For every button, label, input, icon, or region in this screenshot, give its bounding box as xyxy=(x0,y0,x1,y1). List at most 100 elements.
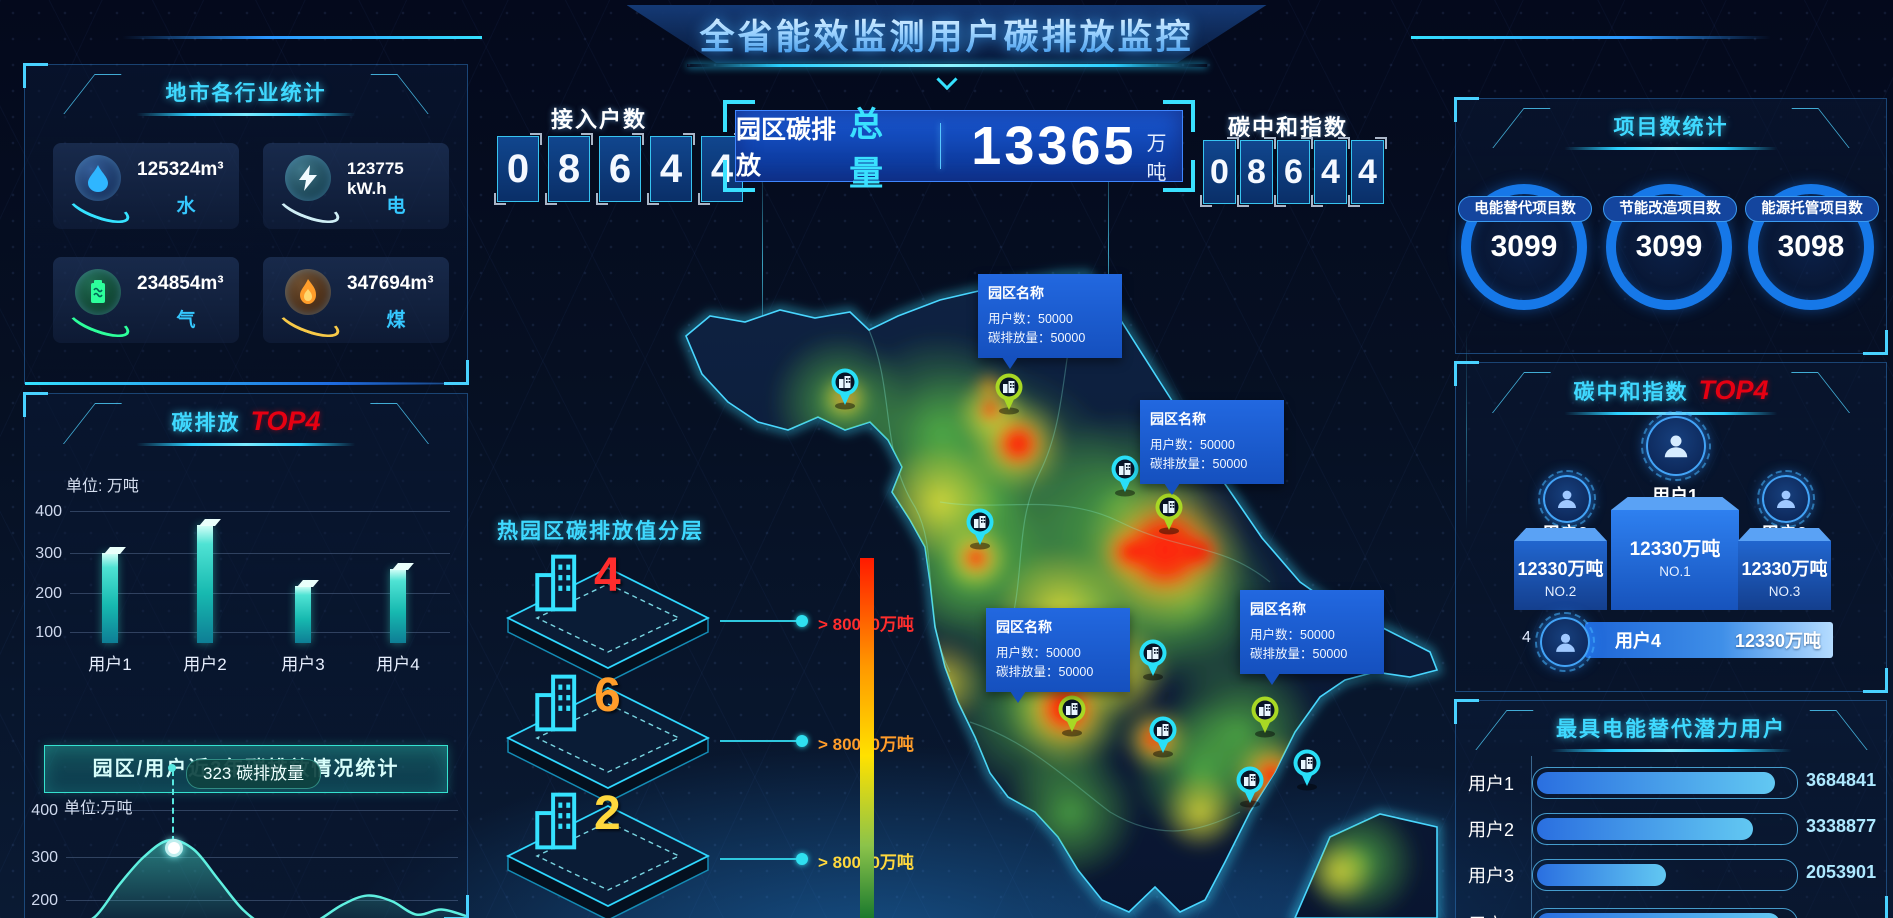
x-category: 用户2 xyxy=(183,655,227,674)
potential-row[interactable]: 用户2 3338877 xyxy=(1462,808,1882,850)
flame-icon xyxy=(285,269,331,315)
green-pin[interactable] xyxy=(995,373,1023,415)
cyan-pin[interactable] xyxy=(1236,766,1264,808)
bar-用户1[interactable] xyxy=(102,553,118,643)
layer-count: 6 xyxy=(594,669,621,722)
header-wing-left xyxy=(122,36,482,39)
layer-item-1[interactable]: 4 > 80000万吨 xyxy=(498,549,918,686)
map-tooltip-emission: 碳排放量：50000 xyxy=(1150,455,1274,474)
history-area-chart xyxy=(70,838,466,918)
map-tooltip-users: 用户数：50000 xyxy=(1150,436,1274,455)
panel-potential-header: 最具电能替代潜力用户 xyxy=(1474,708,1868,752)
layer-item-2[interactable]: 6 > 80000万吨 xyxy=(498,669,918,806)
project-pill: 能源托管项目数 xyxy=(1745,196,1879,222)
potential-row[interactable]: 用户1 3684841 xyxy=(1462,762,1882,804)
user-avatar xyxy=(1757,470,1815,528)
header-angle-line xyxy=(1808,710,1868,750)
map-tooltip-title: 园区名称 xyxy=(988,285,1044,301)
potential-bar-outline xyxy=(1532,908,1798,918)
gas-value: 234854m³ xyxy=(137,273,224,294)
map-tooltip-title: 园区名称 xyxy=(1250,601,1306,617)
flip-digit: 8 xyxy=(545,133,593,205)
water-value: 125324m³ xyxy=(137,159,224,180)
connector-dot xyxy=(796,853,808,865)
total-emission-label-accent: 总量 xyxy=(849,106,884,193)
connector-line xyxy=(720,858,798,860)
header-underline xyxy=(1564,147,1778,150)
podium-block-no2[interactable]: 12330万吨 NO.2 xyxy=(1514,541,1607,610)
potential-row[interactable]: 用户4 xyxy=(1462,903,1882,918)
gridline xyxy=(70,632,450,633)
potential-row[interactable]: 用户3 2053901 xyxy=(1462,854,1882,896)
panel-projects-header: 项目数统计 xyxy=(1492,106,1850,150)
page-title: 全省能效监测用户碳排放监控 xyxy=(699,9,1193,60)
cyan-pin[interactable] xyxy=(1139,639,1167,681)
history-tooltip-value: 323 xyxy=(203,764,232,783)
cyan-pin[interactable] xyxy=(1111,455,1139,497)
map-markers xyxy=(831,368,1321,808)
podium-block-no3[interactable]: 12330万吨 NO.3 xyxy=(1738,541,1831,610)
header-underline xyxy=(1550,749,1792,752)
layer-item-3[interactable]: 2 > 80000万吨 xyxy=(498,787,918,918)
neutral-index-label: 碳中和指数 xyxy=(1227,115,1348,140)
y-tick: 200 xyxy=(31,892,58,909)
bar-用户3[interactable] xyxy=(295,585,311,643)
y-tick: 300 xyxy=(31,849,58,866)
panel-neutral-title: 碳中和指数 xyxy=(1573,381,1689,404)
potential-value: 3684841 xyxy=(1806,770,1877,790)
cyan-pin[interactable] xyxy=(831,368,859,410)
potential-bar-fill xyxy=(1537,913,1780,918)
data-point[interactable] xyxy=(165,839,183,857)
users-value: 50000 xyxy=(1200,438,1235,452)
emission-value: 50000 xyxy=(1312,647,1348,662)
gridline xyxy=(66,857,458,858)
corner-bracket xyxy=(1163,160,1195,192)
total-emission-inner: 园区碳排放 总量 13365 万吨 xyxy=(735,106,1183,193)
header-banner: 全省能效监测用户碳排放监控 xyxy=(626,5,1267,63)
podium-rank-no2: NO.2 xyxy=(1544,584,1577,599)
green-pin[interactable] xyxy=(1251,696,1279,738)
chevron-down-icon xyxy=(935,68,958,91)
bar-用户2[interactable] xyxy=(197,525,213,643)
gridline xyxy=(66,810,458,811)
rank-4-bar[interactable]: 用户4 12330万吨 xyxy=(1585,622,1833,658)
panel-potential-title: 最具电能替代潜力用户 xyxy=(1556,718,1786,741)
water-drop-icon xyxy=(75,155,121,201)
header-angle-line xyxy=(63,74,122,114)
layer-count: 2 xyxy=(594,787,621,840)
header-angle-line xyxy=(1491,372,1551,413)
gridline xyxy=(70,593,450,594)
cyan-pin[interactable] xyxy=(966,508,994,550)
potential-value: 3338877 xyxy=(1806,816,1877,836)
gridline xyxy=(70,511,450,512)
bar-用户4[interactable] xyxy=(390,569,406,643)
map-tooltip-title: 园区名称 xyxy=(1150,411,1206,427)
potential-bar-outline xyxy=(1532,767,1798,799)
coal-value: 347694m³ xyxy=(347,273,434,294)
divider xyxy=(939,123,942,169)
green-pin[interactable] xyxy=(1058,695,1086,737)
panel-emission-header: 碳排放 TOP4 xyxy=(62,401,430,446)
stat-card-electricity: 123775 kW.h 电 xyxy=(263,143,449,230)
emission-label: 碳排放量： xyxy=(1150,457,1213,472)
total-emission-value: 13365 xyxy=(971,116,1137,176)
user-avatar xyxy=(1535,612,1595,672)
header-angle-line xyxy=(1791,372,1851,413)
panel-emission-title-accent: TOP4 xyxy=(250,406,321,436)
cyan-pin[interactable] xyxy=(1149,716,1177,758)
cyan-pin[interactable] xyxy=(1293,749,1321,791)
header-angle-line xyxy=(1474,710,1534,750)
podium-value-no2: 12330万吨 xyxy=(1517,559,1604,579)
potential-bar-outline xyxy=(1532,813,1798,845)
users-label: 用户数： xyxy=(1150,438,1201,452)
potential-bar-fill xyxy=(1537,772,1775,794)
header-underline xyxy=(136,113,356,116)
building-icon xyxy=(535,554,577,612)
podium-block-no1[interactable]: 12330万吨 NO.1 xyxy=(1611,510,1739,610)
users-value: 50000 xyxy=(1038,312,1073,326)
access-count-label: 接入户数 xyxy=(550,107,647,132)
potential-user: 用户3 xyxy=(1468,866,1515,886)
flip-digit: 8 xyxy=(1237,137,1276,207)
green-pin[interactable] xyxy=(1155,493,1183,535)
